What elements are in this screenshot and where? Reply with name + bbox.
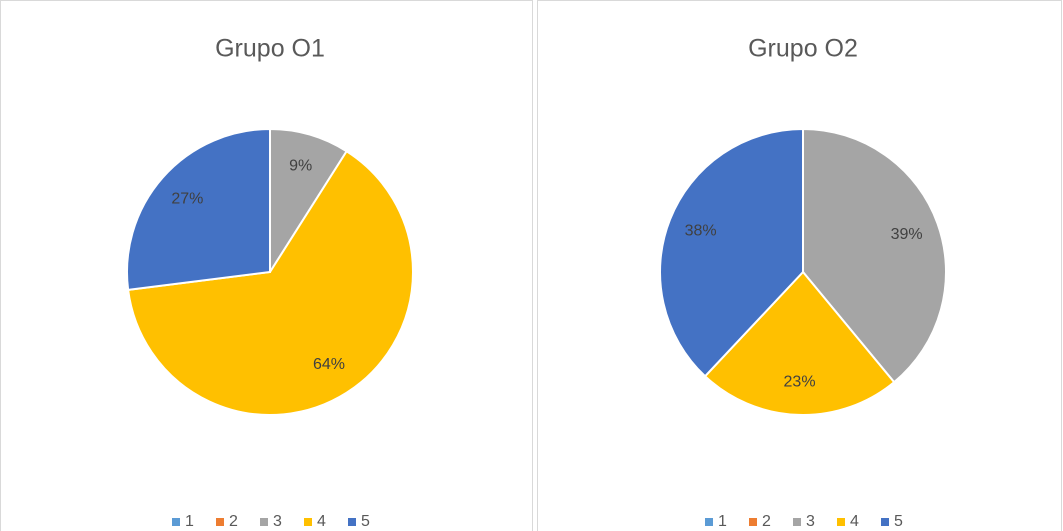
legend-label: 4	[317, 513, 326, 530]
pie-slice	[127, 149, 414, 416]
legend-label: 3	[806, 513, 815, 530]
pie-slice	[802, 127, 947, 384]
data-label: 27%	[171, 190, 203, 207]
legend-label: 5	[361, 513, 370, 530]
legend-label: 3	[273, 513, 282, 530]
legend-label: 2	[762, 513, 771, 530]
legend-swatch	[837, 518, 845, 526]
data-label: 38%	[685, 223, 717, 240]
chart-title: Grupo O1	[215, 35, 325, 63]
legend-label: 5	[894, 513, 903, 530]
legend-swatch	[705, 518, 713, 526]
legend-swatch	[304, 518, 312, 526]
legend-label: 2	[229, 513, 238, 530]
legend-swatch	[348, 518, 356, 526]
legend-swatch	[749, 518, 757, 526]
legend-label: 4	[850, 513, 859, 530]
legend-label: 1	[718, 513, 727, 530]
data-label: 23%	[784, 373, 816, 390]
pie-slice	[703, 270, 896, 416]
legend-swatch	[881, 518, 889, 526]
chart-title: Grupo O2	[748, 35, 858, 63]
legend-label: 1	[185, 513, 194, 530]
pie-slice	[659, 127, 804, 378]
legend-swatch	[172, 518, 180, 526]
legend-swatch	[216, 518, 224, 526]
legend-swatch	[260, 518, 268, 526]
data-label: 39%	[891, 226, 923, 243]
pie-slice	[269, 127, 349, 276]
data-label: 9%	[289, 157, 312, 174]
data-label: 64%	[313, 356, 345, 373]
legend-swatch	[793, 518, 801, 526]
pie-slice	[126, 127, 271, 292]
